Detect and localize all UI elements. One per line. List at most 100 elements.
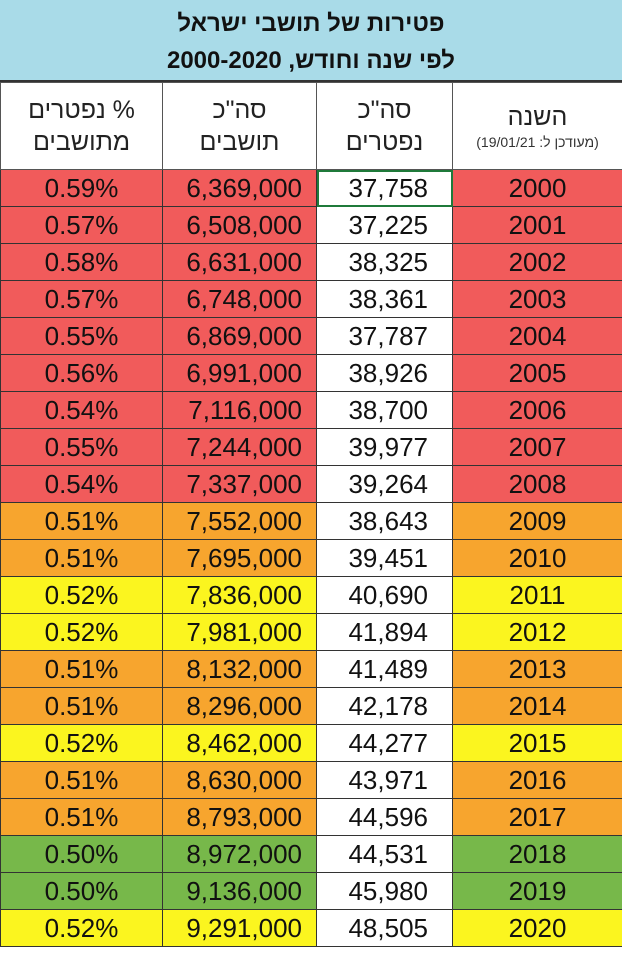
deaths-cell[interactable]: 38,361	[316, 280, 453, 318]
table-row: 0.57% 6,748,000 38,361 2003	[0, 280, 622, 318]
deaths-cell[interactable]: 44,596	[316, 798, 453, 836]
population-cell[interactable]: 7,981,000	[162, 613, 317, 651]
year-cell[interactable]: 2005	[452, 354, 622, 392]
year-cell[interactable]: 2011	[452, 576, 622, 614]
year-cell[interactable]: 2013	[452, 650, 622, 688]
deaths-cell[interactable]: 44,277	[316, 724, 453, 762]
table-row: 0.56% 6,991,000 38,926 2005	[0, 354, 622, 392]
year-cell[interactable]: 2012	[452, 613, 622, 651]
deaths-cell[interactable]: 37,225	[316, 206, 453, 244]
year-cell[interactable]: 2000	[452, 169, 622, 207]
pct-cell[interactable]: 0.50%	[0, 872, 163, 910]
deaths-cell[interactable]: 37,758	[316, 169, 453, 207]
population-cell[interactable]: 8,132,000	[162, 650, 317, 688]
pct-cell[interactable]: 0.55%	[0, 428, 163, 466]
population-cell[interactable]: 7,836,000	[162, 576, 317, 614]
population-cell[interactable]: 8,296,000	[162, 687, 317, 725]
year-cell[interactable]: 2008	[452, 465, 622, 503]
pct-cell[interactable]: 0.52%	[0, 613, 163, 651]
table-row: 0.54% 7,337,000 39,264 2008	[0, 465, 622, 503]
population-cell[interactable]: 6,991,000	[162, 354, 317, 392]
header-population-line2: תושבים	[199, 128, 280, 156]
pct-cell[interactable]: 0.54%	[0, 465, 163, 503]
deaths-cell[interactable]: 41,894	[316, 613, 453, 651]
deaths-table: % נפטרים מתושבים סה"כ תושבים סה"כ נפטרים…	[0, 82, 622, 947]
year-cell[interactable]: 2001	[452, 206, 622, 244]
year-cell[interactable]: 2014	[452, 687, 622, 725]
deaths-cell[interactable]: 39,451	[316, 539, 453, 577]
population-cell[interactable]: 6,869,000	[162, 317, 317, 355]
pct-cell[interactable]: 0.51%	[0, 761, 163, 799]
population-cell[interactable]: 7,695,000	[162, 539, 317, 577]
pct-cell[interactable]: 0.57%	[0, 280, 163, 318]
population-cell[interactable]: 6,631,000	[162, 243, 317, 281]
year-cell[interactable]: 2020	[452, 909, 622, 947]
table-row: 0.51% 8,132,000 41,489 2013	[0, 650, 622, 688]
deaths-cell[interactable]: 38,926	[316, 354, 453, 392]
year-cell[interactable]: 2018	[452, 835, 622, 873]
deaths-cell[interactable]: 42,178	[316, 687, 453, 725]
population-cell[interactable]: 8,793,000	[162, 798, 317, 836]
population-cell[interactable]: 6,508,000	[162, 206, 317, 244]
deaths-cell[interactable]: 38,700	[316, 391, 453, 429]
deaths-cell[interactable]: 38,325	[316, 243, 453, 281]
population-cell[interactable]: 7,244,000	[162, 428, 317, 466]
deaths-cell[interactable]: 48,505	[316, 909, 453, 947]
pct-cell[interactable]: 0.55%	[0, 317, 163, 355]
population-cell[interactable]: 8,972,000	[162, 835, 317, 873]
pct-cell[interactable]: 0.51%	[0, 502, 163, 540]
population-cell[interactable]: 8,462,000	[162, 724, 317, 762]
pct-cell[interactable]: 0.50%	[0, 835, 163, 873]
deaths-cell[interactable]: 41,489	[316, 650, 453, 688]
table-row: 0.52% 7,836,000 40,690 2011	[0, 576, 622, 614]
pct-cell[interactable]: 0.58%	[0, 243, 163, 281]
year-cell[interactable]: 2016	[452, 761, 622, 799]
population-cell[interactable]: 6,369,000	[162, 169, 317, 207]
pct-cell[interactable]: 0.51%	[0, 539, 163, 577]
header-pct-line1: % נפטרים	[28, 96, 135, 124]
population-cell[interactable]: 7,337,000	[162, 465, 317, 503]
pct-cell[interactable]: 0.52%	[0, 724, 163, 762]
deaths-cell[interactable]: 39,264	[316, 465, 453, 503]
population-cell[interactable]: 8,630,000	[162, 761, 317, 799]
population-cell[interactable]: 6,748,000	[162, 280, 317, 318]
table-row: 0.58% 6,631,000 38,325 2002	[0, 243, 622, 281]
title-banner: פטירות של תושבי ישראל לפי שנה וחודש, 200…	[0, 0, 622, 82]
table-row: 0.57% 6,508,000 37,225 2001	[0, 206, 622, 244]
population-cell[interactable]: 7,552,000	[162, 502, 317, 540]
pct-cell[interactable]: 0.56%	[0, 354, 163, 392]
deaths-cell[interactable]: 38,643	[316, 502, 453, 540]
deaths-cell[interactable]: 43,971	[316, 761, 453, 799]
pct-cell[interactable]: 0.51%	[0, 798, 163, 836]
year-cell[interactable]: 2003	[452, 280, 622, 318]
year-cell[interactable]: 2010	[452, 539, 622, 577]
pct-cell[interactable]: 0.54%	[0, 391, 163, 429]
header-deaths: סה"כ נפטרים	[316, 82, 453, 170]
deaths-cell[interactable]: 45,980	[316, 872, 453, 910]
year-cell[interactable]: 2007	[452, 428, 622, 466]
pct-cell[interactable]: 0.51%	[0, 687, 163, 725]
deaths-cell[interactable]: 40,690	[316, 576, 453, 614]
deaths-cell[interactable]: 39,977	[316, 428, 453, 466]
header-year-updated: (מעודכן ל: 19/01/21)	[476, 134, 599, 150]
pct-cell[interactable]: 0.52%	[0, 576, 163, 614]
pct-cell[interactable]: 0.51%	[0, 650, 163, 688]
year-cell[interactable]: 2009	[452, 502, 622, 540]
table-row: 0.50% 8,972,000 44,531 2018	[0, 835, 622, 873]
deaths-cell[interactable]: 37,787	[316, 317, 453, 355]
pct-cell[interactable]: 0.52%	[0, 909, 163, 947]
pct-cell[interactable]: 0.59%	[0, 169, 163, 207]
pct-cell[interactable]: 0.57%	[0, 206, 163, 244]
year-cell[interactable]: 2015	[452, 724, 622, 762]
year-cell[interactable]: 2017	[452, 798, 622, 836]
deaths-cell[interactable]: 44,531	[316, 835, 453, 873]
population-cell[interactable]: 9,136,000	[162, 872, 317, 910]
year-cell[interactable]: 2002	[452, 243, 622, 281]
population-cell[interactable]: 9,291,000	[162, 909, 317, 947]
year-cell[interactable]: 2019	[452, 872, 622, 910]
year-cell[interactable]: 2004	[452, 317, 622, 355]
year-cell[interactable]: 2006	[452, 391, 622, 429]
population-cell[interactable]: 7,116,000	[162, 391, 317, 429]
table-row: 0.51% 8,630,000 43,971 2016	[0, 761, 622, 799]
